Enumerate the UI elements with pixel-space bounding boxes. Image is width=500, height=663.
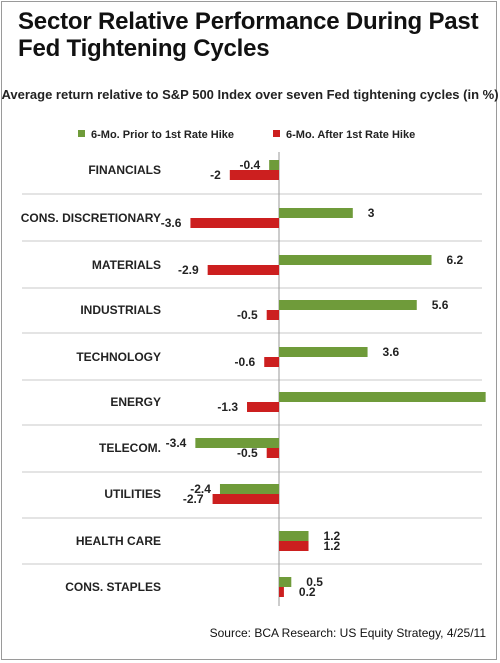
bar-after-3	[266, 310, 279, 320]
value-label-after-2: -2.9	[178, 263, 199, 277]
value-label-prior-1: 3	[368, 206, 375, 220]
bar-after-4	[264, 357, 279, 367]
bar-prior-9	[279, 577, 292, 587]
legend-label-after: 6-Mo. After 1st Rate Hike	[286, 129, 416, 141]
value-label-after-6: -0.5	[237, 446, 258, 460]
bar-prior-7	[219, 484, 279, 494]
bar-after-1	[190, 218, 279, 228]
value-label-prior-6: -3.4	[166, 436, 187, 450]
bar-prior-1	[279, 208, 353, 218]
bar-after-9	[279, 587, 284, 597]
bar-after-0	[229, 170, 279, 180]
source-note: Source: BCA Research: US Equity Strategy…	[209, 626, 486, 640]
category-label-3: INDUSTRIALS	[80, 303, 161, 317]
chart-subtitle: Average return relative to S&P 500 Index…	[1, 87, 499, 102]
value-label-prior-2: 6.2	[447, 253, 464, 267]
value-label-prior-8: 1.2	[324, 529, 341, 543]
category-label-8: HEALTH CARE	[76, 534, 161, 548]
value-label-prior-4: 3.6	[383, 345, 400, 359]
legend-swatch-after	[273, 130, 280, 137]
bar-prior-5	[279, 392, 486, 402]
value-label-prior-3: 5.6	[432, 298, 449, 312]
bar-after-7	[212, 494, 279, 504]
bar-after-6	[266, 448, 279, 458]
value-label-after-0: -2	[210, 168, 221, 182]
value-label-prior-0: -0.4	[239, 158, 260, 172]
bar-after-8	[279, 541, 309, 551]
value-label-after-3: -0.5	[237, 308, 258, 322]
legend-item-after: 6-Mo. After 1st Rate Hike	[273, 128, 415, 142]
category-label-7: UTILITIES	[104, 487, 161, 501]
category-label-1: CONS. DISCRETIONARY	[21, 211, 161, 225]
value-label-after-9: 0.2	[299, 585, 316, 599]
value-label-after-1: -3.6	[161, 216, 182, 230]
legend-label-prior: 6-Mo. Prior to 1st Rate Hike	[91, 129, 235, 141]
value-label-prior-9: 0.5	[306, 575, 323, 589]
value-label-after-8: 1.2	[324, 539, 341, 553]
value-label-prior-7: -2.4	[190, 482, 211, 496]
category-label-0: FINANCIALS	[88, 163, 161, 177]
bar-prior-6	[195, 438, 279, 448]
category-label-5: ENERGY	[110, 395, 161, 409]
bar-prior-8	[279, 531, 309, 541]
bar-prior-2	[279, 255, 432, 265]
value-label-after-4: -0.6	[235, 355, 256, 369]
bar-prior-3	[279, 300, 417, 310]
bar-after-2	[207, 265, 279, 275]
value-label-after-7: -2.7	[183, 492, 204, 506]
legend-swatch-prior	[78, 130, 85, 137]
bar-prior-4	[279, 347, 368, 357]
chart-title: Sector Relative Performance During Past …	[18, 8, 479, 62]
legend-item-prior: 6-Mo. Prior to 1st Rate Hike	[78, 128, 234, 142]
category-label-2: MATERIALS	[92, 258, 161, 272]
category-label-6: TELECOM.	[99, 441, 161, 455]
bar-prior-0	[269, 160, 279, 170]
category-label-9: CONS. STAPLES	[65, 580, 161, 594]
category-label-4: TECHNOLOGY	[76, 350, 161, 364]
value-label-after-5: -1.3	[217, 400, 238, 414]
bar-after-5	[247, 402, 279, 412]
